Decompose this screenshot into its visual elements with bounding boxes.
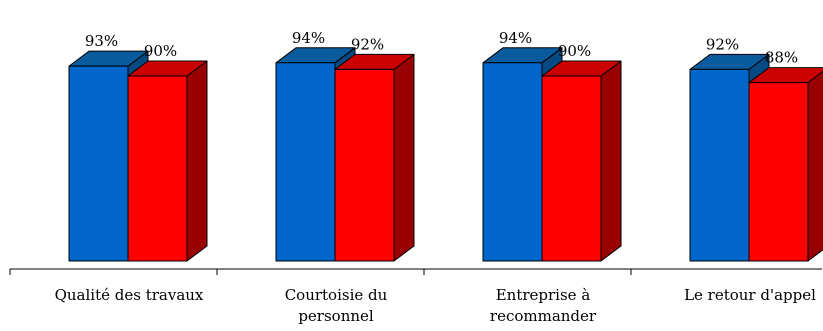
data-label: 88% bbox=[765, 49, 798, 67]
category-label-line: recommander bbox=[490, 307, 597, 325]
bar-group bbox=[275, 47, 415, 262]
bar-side-face bbox=[186, 60, 208, 262]
data-label: 94% bbox=[499, 29, 532, 47]
category-label-line: Qualité des travaux bbox=[55, 286, 204, 304]
data-label: 90% bbox=[558, 42, 591, 60]
bar bbox=[127, 75, 188, 262]
bar-side-face bbox=[600, 60, 622, 262]
category-label-line: personnel bbox=[298, 307, 374, 325]
bar bbox=[482, 62, 543, 262]
category-label-line: Courtoisie du bbox=[285, 286, 388, 304]
bars-layer bbox=[68, 47, 823, 262]
bar bbox=[541, 75, 602, 262]
bar-group bbox=[68, 50, 208, 262]
category-label: Le retour d'appel bbox=[684, 286, 816, 304]
category-label: Courtoisie du personnel bbox=[285, 286, 388, 325]
bar bbox=[275, 62, 336, 262]
bar bbox=[689, 68, 750, 262]
bar-side-face bbox=[807, 70, 823, 262]
bar-side-face bbox=[393, 53, 415, 262]
bar-group bbox=[482, 47, 622, 262]
category-label: Qualité des travaux bbox=[55, 286, 204, 304]
category-label-line: Le retour d'appel bbox=[684, 286, 816, 304]
data-label: 94% bbox=[292, 29, 325, 47]
category-label-line: Entreprise à bbox=[496, 286, 591, 304]
labels-layer: 93% 90% Qualité des travaux 94% 92% Courtoisi… bbox=[55, 29, 817, 325]
category-label: Entreprise à recommander bbox=[490, 286, 597, 325]
bar bbox=[748, 82, 809, 262]
data-label: 92% bbox=[351, 35, 384, 53]
data-label: 93% bbox=[85, 32, 118, 50]
data-label: 92% bbox=[706, 35, 739, 53]
category-axis bbox=[9, 268, 822, 275]
bar bbox=[68, 65, 129, 262]
data-label: 90% bbox=[144, 42, 177, 60]
bar-group bbox=[689, 53, 823, 262]
bar bbox=[334, 68, 395, 262]
